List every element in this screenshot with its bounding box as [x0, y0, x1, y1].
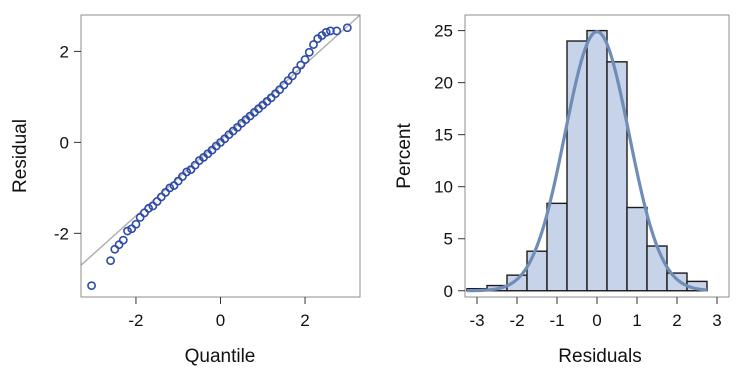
qq-point [135, 213, 145, 222]
qq-point [114, 240, 124, 250]
qq-point [156, 192, 166, 202]
qq-plot: -2 0 2 -2 0 2 Quantile Residual [10, 14, 361, 367]
qq-point [106, 256, 115, 266]
residual-histogram: -3 -2 -1 0 1 2 3 0 5 10 15 20 25 Residuals Percent [394, 14, 730, 367]
qq-point [292, 66, 301, 75]
histogram-x-tick-label: 2 [672, 311, 681, 330]
qq-plot-frame [80, 14, 361, 298]
histogram-bar [606, 61, 628, 292]
qq-x-tick-label: 2 [300, 311, 309, 330]
qq-point [321, 27, 331, 37]
qq-point [87, 281, 96, 291]
qq-point [326, 26, 335, 36]
histogram-x-tick-label: -1 [549, 311, 564, 330]
qq-y-tick-label: 0 [60, 133, 69, 152]
qq-point [296, 60, 306, 70]
histogram-y-tick-label: 5 [444, 230, 453, 249]
qq-x-tick-label: 0 [216, 311, 225, 330]
qq-y-tick-label: 2 [60, 42, 69, 61]
qq-point [118, 235, 128, 245]
histogram-x-tick-label: 3 [712, 311, 721, 330]
histogram-bar [666, 272, 688, 292]
qq-point [110, 244, 120, 254]
histogram-y-tick-label: 10 [434, 178, 453, 197]
histogram-bar [626, 206, 648, 292]
qq-point [287, 71, 297, 81]
qq-point [283, 76, 293, 85]
qq-point [144, 203, 154, 213]
qq-x-axis-title: Quantile [185, 346, 256, 367]
histogram-bar [546, 202, 568, 292]
qq-reference-line [80, 14, 361, 266]
histogram-x-tick-label: 1 [632, 311, 641, 330]
histogram-x-tick-label: 0 [592, 311, 601, 330]
qq-y-tick-label: -2 [54, 224, 69, 243]
histogram-y-tick-label: 0 [444, 282, 453, 301]
histogram-y-tick-label: 20 [434, 74, 453, 93]
qq-point [165, 183, 175, 193]
qq-point [300, 55, 310, 64]
histogram-bar [646, 245, 668, 292]
histogram-x-tick-label: -3 [469, 311, 484, 330]
qq-y-axis-title: Residual [10, 119, 31, 193]
histogram-bar [526, 250, 548, 292]
qq-point [140, 208, 149, 218]
qq-x-tick-label: -2 [128, 311, 143, 330]
qq-point [304, 47, 314, 57]
qq-point [152, 197, 162, 206]
histogram-bar [586, 29, 608, 292]
histogram-y-tick-label: 15 [434, 126, 453, 145]
normal-density-curve [466, 30, 708, 293]
qq-point [123, 226, 132, 236]
histogram-y-tick-label: 25 [434, 22, 453, 41]
qq-point [332, 26, 342, 36]
qq-point [131, 219, 141, 229]
histogram-x-axis-title: Residuals [558, 346, 641, 367]
histogram-x-tick-label: -2 [509, 311, 524, 330]
histogram-y-axis-title: Percent [394, 123, 415, 189]
qq-point [342, 23, 352, 33]
qq-point [182, 167, 192, 177]
qq-point [309, 40, 318, 49]
